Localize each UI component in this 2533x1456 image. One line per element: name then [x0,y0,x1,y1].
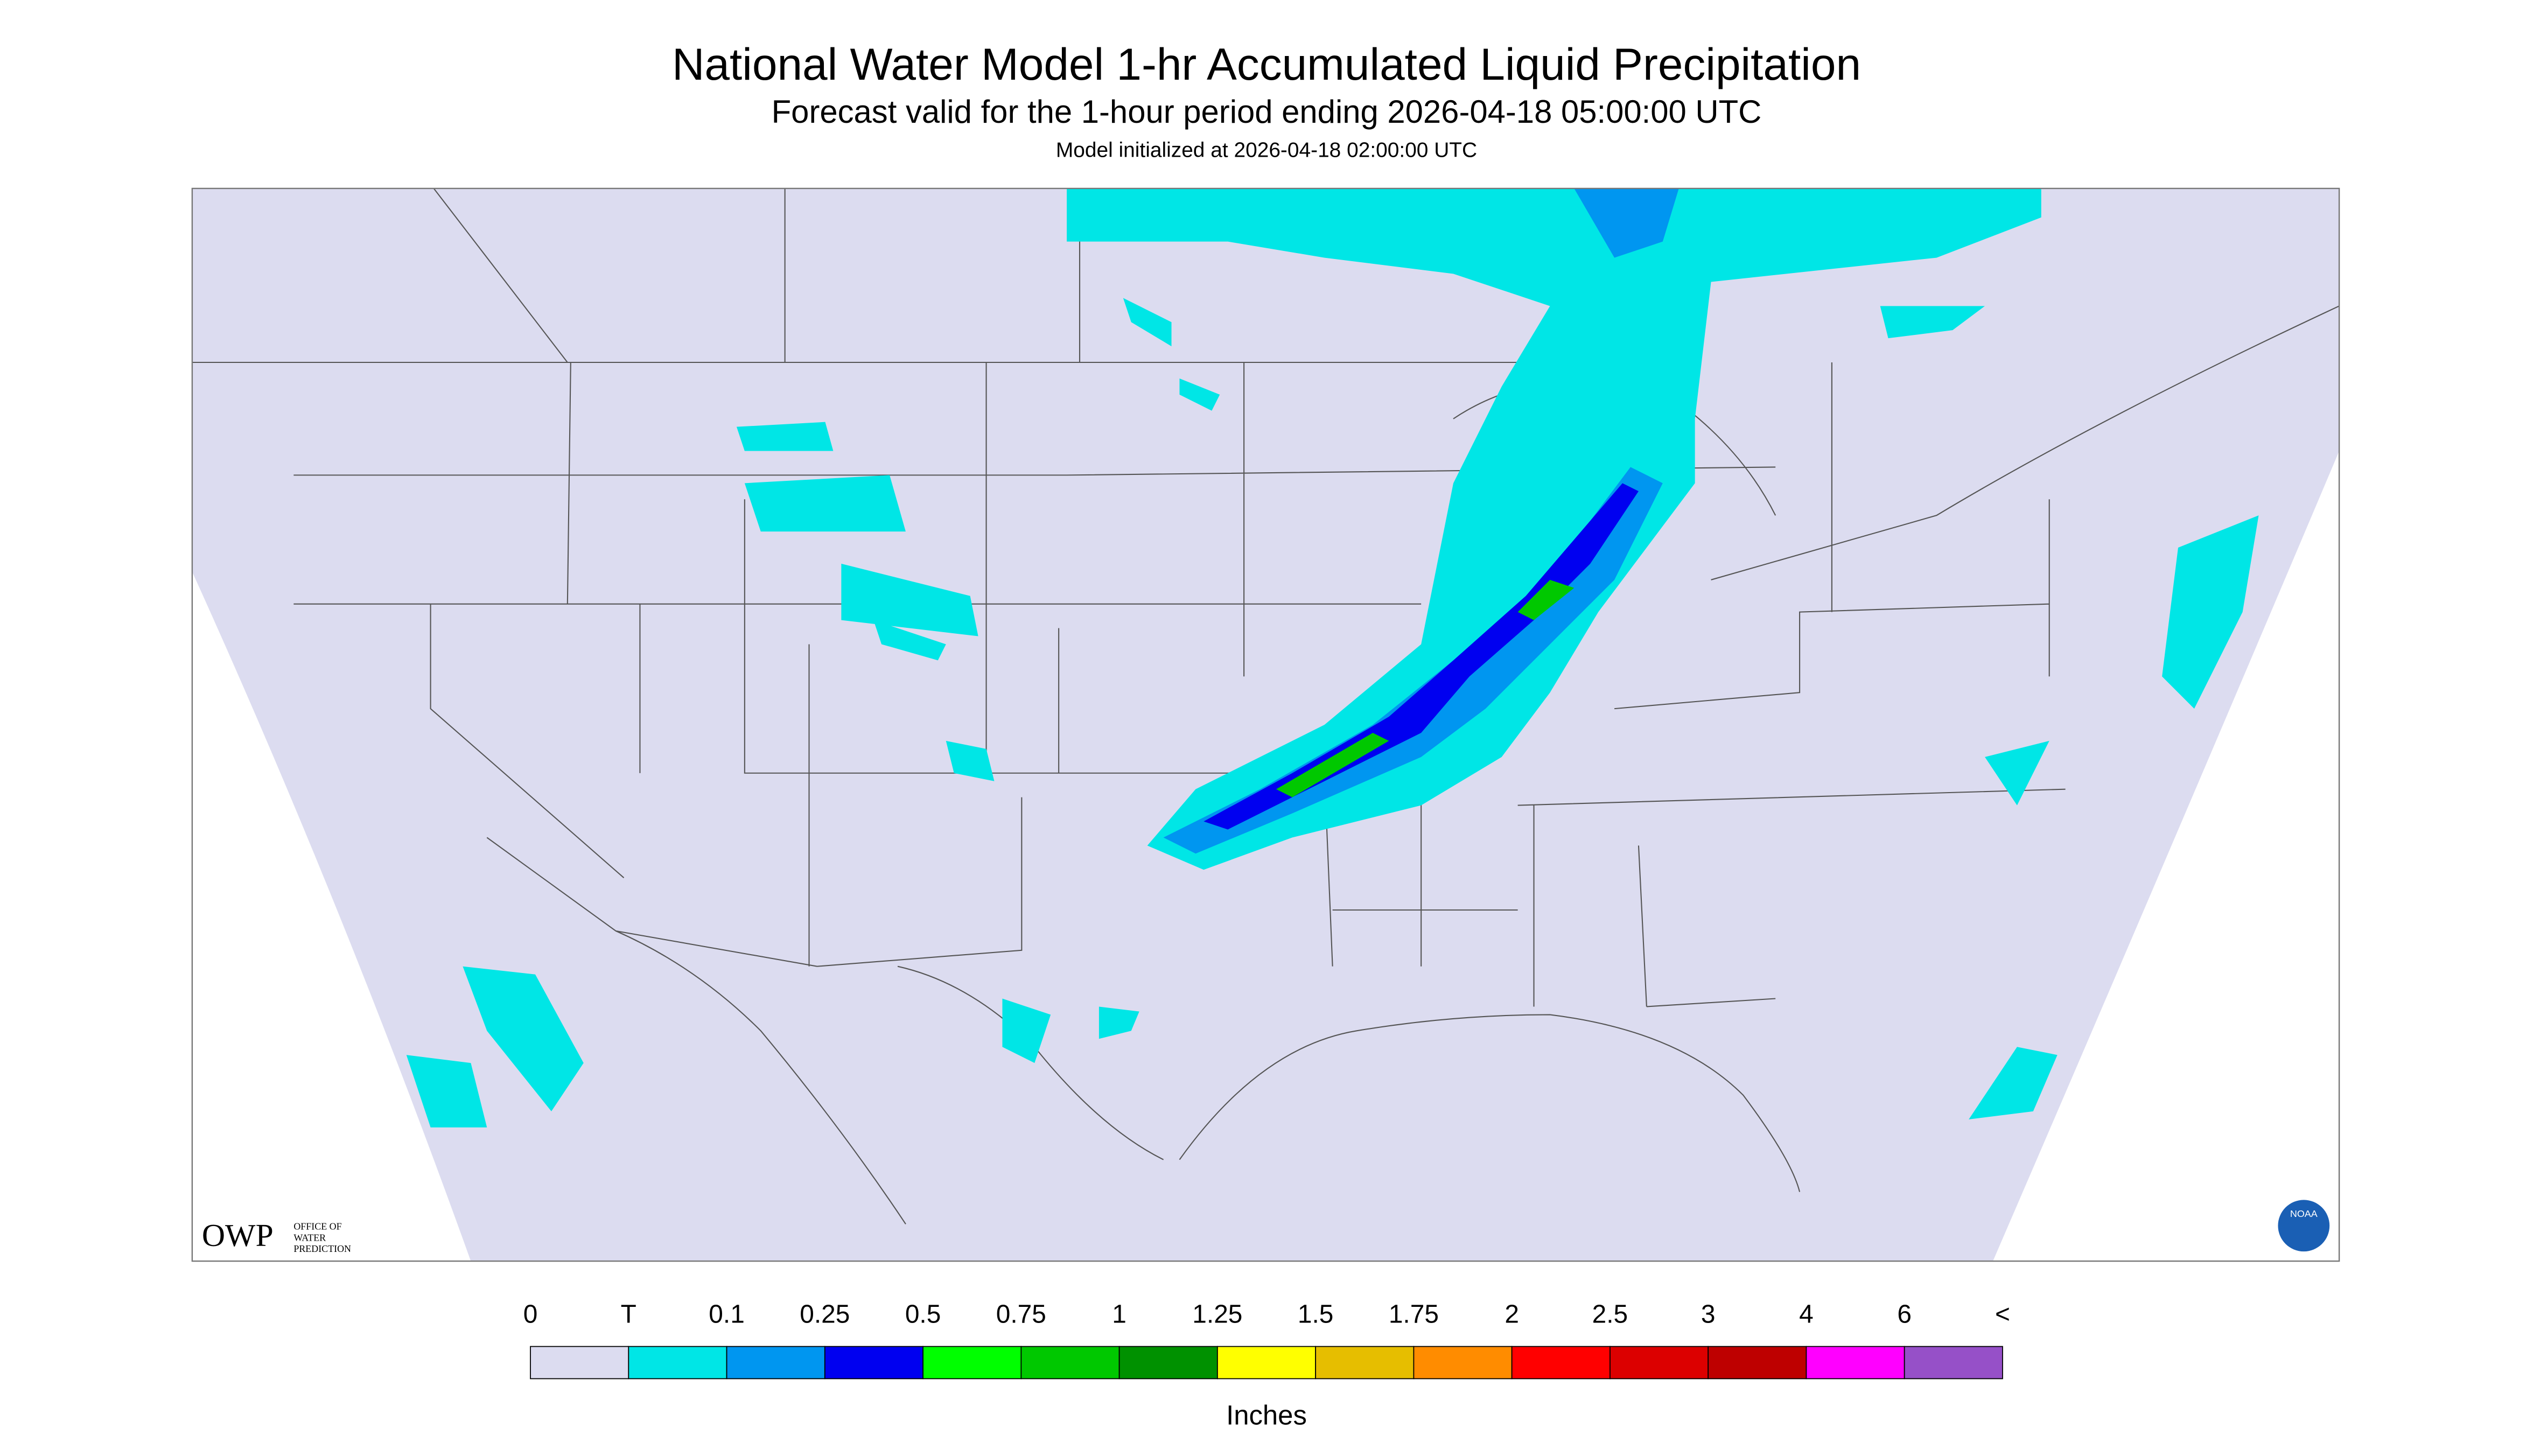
colorbar-swatch [1216,1346,1317,1380]
precipitation [406,188,2259,1128]
map: OWP OFFICE OF WATER PREDICTION NOAA [191,187,2340,1262]
colorbar-swatch [530,1346,629,1380]
precip-area [1067,188,2041,870]
units-label: Inches [1226,1400,1307,1431]
colorbar-swatch [1806,1346,1905,1380]
colorbar-swatch [628,1346,727,1380]
colorbar-swatch [824,1346,923,1380]
precip-area [1203,483,1639,830]
colorbar-swatch [1118,1346,1218,1380]
colorbar-swatch [1020,1346,1120,1380]
colorbar-label: 0.25 [800,1300,850,1328]
colorbar-label: 2.5 [1592,1300,1628,1328]
colorbar-label: 1 [1112,1300,1126,1328]
colorbar-swatch [1708,1346,1807,1380]
colorbar-label: 1.5 [1298,1300,1334,1328]
colorbar-label: 2 [1505,1300,1519,1328]
colorbar-label: 0.5 [905,1300,941,1328]
colorbar-swatch [726,1346,825,1380]
colorbar-label: 0.75 [996,1300,1046,1328]
precip-area [1574,188,1679,258]
colorbar-swatch [1413,1346,1513,1380]
subtitle: Forecast valid for the 1-hour period end… [772,94,1762,130]
owp-logo-text: OFFICE OF [293,1221,341,1231]
colorbar: 0 T 0.1 0.25 0.5 0.75 1 1.25 1.5 1.75 2 2.5 3 4 6 < [523,1300,2010,1380]
colorbar-label: 1.25 [1192,1300,1242,1328]
init-time: Model initialized at 2026-04-18 02:00:00… [1056,138,1477,162]
title: National Water Model 1-hr Accumulated Li… [672,39,1861,89]
noaa-logo [2278,1200,2330,1252]
colorbar-label: 0 [523,1300,538,1328]
out-of-domain [1993,451,2340,1262]
colorbar-label: 1.75 [1389,1300,1439,1328]
map-frame [191,187,2340,1262]
colorbar-swatch [1511,1346,1611,1380]
precip-area [406,298,2259,1128]
owp-logo-text: PREDICTION [293,1243,351,1254]
precip-area [1276,579,1575,797]
colorbar-swatch [922,1346,1022,1380]
colorbar-label: 0.1 [709,1300,745,1328]
colorbar-swatch [1315,1346,1415,1380]
noaa-logo-text: NOAA [2290,1208,2318,1219]
owp-logo: OWP [202,1217,274,1253]
owp-logo-text: WATER [293,1232,326,1243]
colorbar-label: 6 [1897,1300,1912,1328]
colorbar-label: 4 [1799,1300,1814,1328]
colorbar-swatch [1904,1346,2003,1380]
colorbar-label: T [621,1300,636,1328]
colorbar-label: 3 [1701,1300,1716,1328]
out-of-domain [192,571,471,1262]
colorbar-label: < [1995,1300,2010,1328]
colorbar-swatch [1610,1346,1709,1380]
